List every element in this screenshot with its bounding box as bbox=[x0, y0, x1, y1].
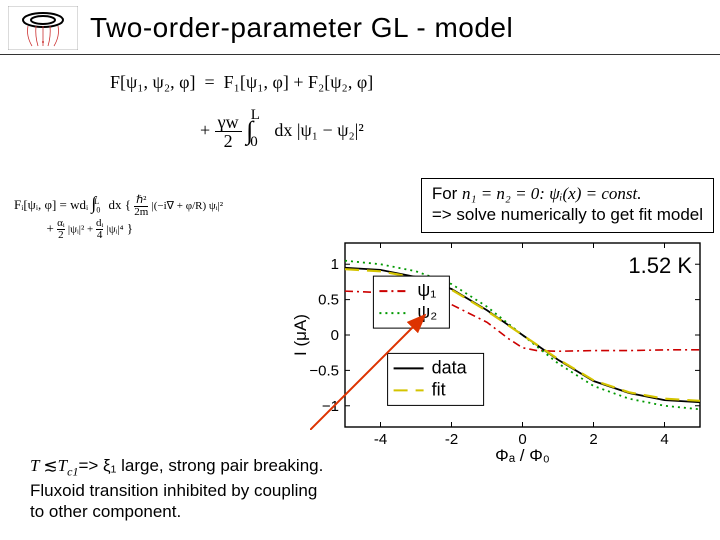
bt-l3: to other component. bbox=[30, 502, 181, 521]
svg-text:-2: -2 bbox=[445, 431, 458, 448]
note-line2: => solve numerically to get fit model bbox=[432, 205, 703, 224]
note-line1-b: n₁ = n₂ = 0: bbox=[462, 184, 545, 203]
svg-text:-4: -4 bbox=[374, 431, 387, 448]
eq-rhs1: F₁[ψ₁, φ] + F₂[ψ₂, φ] bbox=[224, 72, 374, 92]
note-box: For n₁ = n₂ = 0: ψᵢ(x) = const. => solve… bbox=[421, 178, 714, 233]
svg-text:1: 1 bbox=[331, 256, 339, 273]
bt-rest: => ξ₁ large, strong pair breaking. bbox=[78, 456, 323, 475]
equation-coupling: + γw 2 ∫0L dx |ψ₁ − ψ₂|² bbox=[200, 107, 373, 150]
ring-logo-icon bbox=[8, 6, 78, 50]
chart-svg: -4-2024−1−0.500.51Φₐ / Φ₀I (μA)1.52 Kψ₁ψ… bbox=[290, 235, 710, 465]
svg-text:I (μA): I (μA) bbox=[291, 314, 310, 356]
svg-text:−1: −1 bbox=[322, 398, 339, 415]
svg-text:data: data bbox=[432, 357, 468, 377]
note-line1-c: ψᵢ(x) = const. bbox=[545, 184, 641, 203]
bottom-caption: T ≲Tc1=> ξ₁ large, strong pair breaking.… bbox=[30, 455, 323, 522]
svg-text:fit: fit bbox=[432, 379, 446, 399]
bt-Tc1: Tc1 bbox=[58, 456, 79, 475]
bt-l2: Fluxoid transition inhibited by coupling bbox=[30, 481, 317, 500]
slide-header: Two-order-parameter GL - model bbox=[0, 0, 720, 55]
svg-text:0: 0 bbox=[331, 327, 339, 344]
page-title: Two-order-parameter GL - model bbox=[90, 12, 513, 44]
svg-text:ψ₂: ψ₂ bbox=[417, 302, 437, 322]
svg-text:1.52 K: 1.52 K bbox=[628, 253, 692, 278]
svg-text:2: 2 bbox=[589, 431, 597, 448]
equation-fi: Fᵢ[ψᵢ, φ] = wdᵢ ∫0L dx { ℏ² 2m |(−i∇ + φ… bbox=[14, 190, 223, 241]
svg-text:−0.5: −0.5 bbox=[309, 362, 339, 379]
note-line1-a: For bbox=[432, 184, 462, 203]
equations-block: F[ψ₁, ψ₂, φ] = F₁[ψ₁, φ] + F₂[ψ₂, φ] + γ… bbox=[110, 68, 373, 160]
svg-text:0.5: 0.5 bbox=[318, 292, 339, 309]
svg-text:Φₐ / Φ₀: Φₐ / Φ₀ bbox=[495, 446, 550, 465]
svg-text:4: 4 bbox=[660, 431, 668, 448]
eq-lhs: F[ψ₁, ψ₂, φ] bbox=[110, 72, 195, 92]
bt-T: T bbox=[30, 456, 43, 475]
chart-container: -4-2024−1−0.500.51Φₐ / Φ₀I (μA)1.52 Kψ₁ψ… bbox=[290, 235, 710, 465]
equation-main: F[ψ₁, ψ₂, φ] = F₁[ψ₁, φ] + F₂[ψ₂, φ] bbox=[110, 68, 373, 97]
svg-text:ψ₁: ψ₁ bbox=[417, 280, 436, 300]
